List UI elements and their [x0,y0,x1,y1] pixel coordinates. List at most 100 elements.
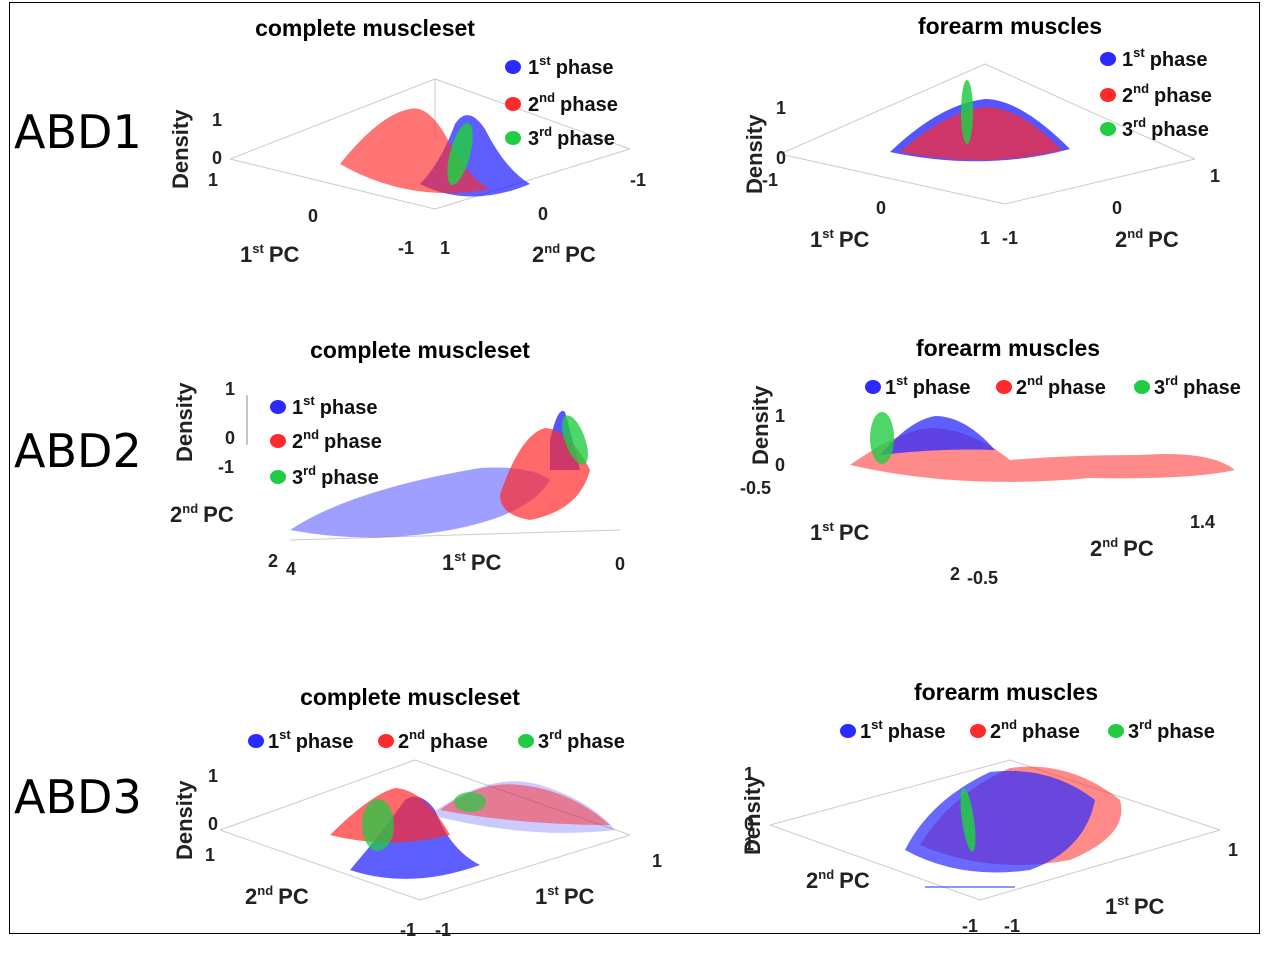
legend-item-phase2: 2nd phase [505,90,618,116]
surface-phase3-body [362,799,394,851]
x-tick: -1 [435,920,451,940]
surface-phase3-peak [454,792,486,812]
legend-marker-phase3 [1134,380,1150,394]
x-tick: 1 [1228,840,1238,860]
y-axis-label: 2nd PC [1090,535,1154,561]
legend-label: 2nd phase [398,727,488,753]
y-tick: -1 [400,920,416,940]
x-tick: 2 [950,564,960,584]
y-tick: 0 [538,204,548,224]
surface-phase1 [905,770,1095,888]
legend-marker-phase2 [270,434,286,448]
legend: 1st phase 2nd phase 3rd phase [505,53,618,150]
legend-marker-phase2 [970,724,986,738]
x-tick: -1 [762,170,778,190]
x-axis-label: 1st PC [810,226,869,252]
legend-label: 3rd phase [292,463,379,489]
row-label-abd3: ABD3 [14,770,142,824]
legend-label: 1st phase [1122,45,1208,71]
y-axis-label: 2nd PC [170,501,234,527]
x-axis-label: 1st PC [810,519,869,545]
z-axis-label: Density [172,382,197,462]
legend-label: 1st phase [268,727,354,753]
surface-phase1-body [880,416,995,455]
surface-phase1-body [290,467,550,538]
surface-phase1-floor [925,886,1015,888]
surface-phase1 [880,416,995,455]
legend-item-phase3: 3rd phase [505,124,615,150]
zlabel-group: Density [740,775,765,855]
legend-item-phase2: 2nd phase [970,717,1080,743]
chart-title: complete muscleset [300,684,520,710]
axes-box [779,63,1196,205]
y-axis-label: 2nd PC [806,867,870,893]
x-tick: 0 [876,198,886,218]
z-tick: -1 [218,457,234,477]
surface-phase3 [961,80,973,144]
z-axis-label: Density [742,114,767,194]
legend-marker-phase2 [996,380,1012,394]
y-axis-label: 2nd PC [1115,226,1179,252]
z-tick: 1 [776,98,786,118]
legend-marker-phase1 [840,724,856,738]
z-tick: 1 [744,764,754,784]
zlabel-group: Density [168,109,193,189]
legend-label: 2nd phase [528,90,618,116]
legend-label: 3rd phase [1128,717,1215,743]
legend-item-phase3: 3rd phase [518,727,625,753]
x-tick: 0 [308,206,318,226]
legend-marker-phase1 [1100,52,1116,66]
z-tick: 0 [208,814,218,834]
legend-item-phase3: 3rd phase [270,463,379,489]
surface-phase3-body [870,412,894,464]
surface-phase2-body [500,428,590,520]
chart-title: forearm muscles [916,335,1100,361]
legend-label: 1st phase [885,373,971,399]
legend: 1st phase 2nd phase 3rd phase [840,717,1215,743]
x-tick: -1 [1004,916,1020,936]
surface-phase1-body [905,770,1095,873]
z-tick: 1 [225,379,235,399]
legend-marker-phase2 [378,734,394,748]
y-tick: 1 [1210,166,1220,186]
legend: 1st phase 2nd phase 3rd phase [865,373,1241,399]
z-tick: -0.5 [740,478,771,498]
legend-marker-phase2 [1100,88,1116,102]
legend: 1st phase 2nd phase 3rd phase [1100,45,1212,141]
legend-item-phase1: 1st phase [840,717,946,743]
surface-phase3 [960,788,976,852]
legend-label: 2nd phase [990,717,1080,743]
surface-phase3-body [961,80,973,144]
legend-label: 3rd phase [1154,373,1241,399]
legend-item-phase3: 3rd phase [1134,373,1241,399]
chart-title: complete muscleset [310,337,530,363]
x-tick: 1 [208,170,218,190]
legend-item-phase1: 1st phase [248,727,354,753]
row-label-abd2: ABD2 [14,424,142,478]
y-tick: 0 [1112,198,1122,218]
surface-phase3-body [562,415,588,465]
legend-label: 1st phase [292,393,378,419]
z-tick: 0 [225,428,235,448]
legend: 1st phase 2nd phase 3rd phase [270,393,382,489]
x-axis-label: 1st PC [535,883,594,909]
zlabel-group: Density [172,382,197,462]
z-tick: 1 [212,110,222,130]
legend-label: 3rd phase [1122,115,1209,141]
panel-abd3-complete: complete muscleset Density 1 0 1 -1 -1 1… [172,684,662,940]
x-axis-label: 1st PC [442,549,501,575]
z-tick: 1 [208,766,218,786]
legend-label: 1st phase [860,717,946,743]
legend-item-phase2: 2nd phase [378,727,488,753]
chart-title: forearm muscles [914,679,1098,705]
x-axis-label: 1st PC [240,241,299,267]
legend-marker-phase3 [505,131,521,145]
legend-item-phase1: 1st phase [1100,45,1208,71]
panel-abd1-forearm: forearm muscles Density 1 0 -1 0 1 -1 0 … [742,13,1220,252]
legend-item-phase2: 2nd phase [1100,81,1212,107]
legend-item-phase1: 1st phase [505,53,614,79]
y-axis-label: 2nd PC [245,883,309,909]
x-tick: 1 [652,851,662,871]
x-axis-line [289,529,621,541]
y-tick: -0.5 [967,568,998,588]
